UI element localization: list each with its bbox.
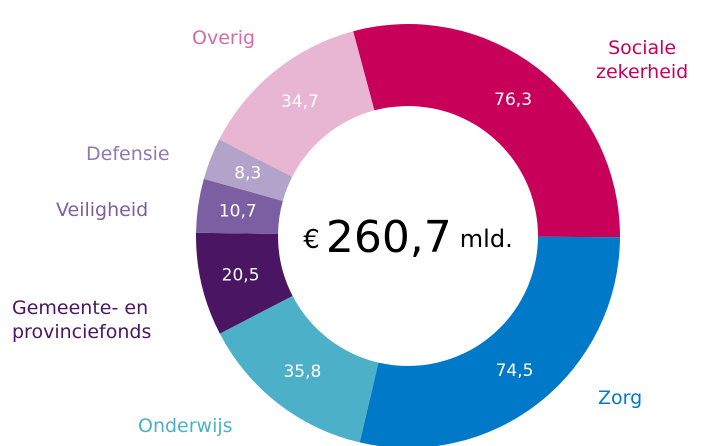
value-label: 10,7 — [219, 201, 257, 221]
donut-segment — [219, 31, 375, 177]
donut-segment — [196, 178, 283, 235]
category-label: Overig — [192, 27, 256, 49]
center-currency: € — [303, 225, 320, 255]
donut-segment — [219, 295, 379, 443]
center-label: €260,7 mld. — [303, 212, 512, 263]
value-label: 76,3 — [494, 90, 532, 110]
category-label: Veiligheid — [56, 199, 149, 221]
value-label: 20,5 — [222, 265, 260, 285]
center-amount: 260,7 — [326, 212, 452, 263]
center-unit: mld. — [460, 225, 513, 253]
value-label: 8,3 — [234, 163, 261, 183]
category-label: Zorg — [598, 387, 643, 409]
category-label: Onderwijs — [138, 415, 233, 437]
donut-segment — [359, 236, 620, 446]
donut-segment — [203, 139, 293, 201]
value-label: 74,5 — [496, 361, 534, 381]
value-label: 34,7 — [281, 92, 319, 112]
donut-segment — [353, 24, 620, 238]
category-label: Defensie — [86, 143, 170, 165]
donut-segment — [196, 232, 293, 334]
value-label: 35,8 — [283, 362, 321, 382]
category-label: Sociale zekerheid — [596, 37, 689, 83]
category-label: Gemeente- en provinciefonds — [12, 297, 152, 343]
